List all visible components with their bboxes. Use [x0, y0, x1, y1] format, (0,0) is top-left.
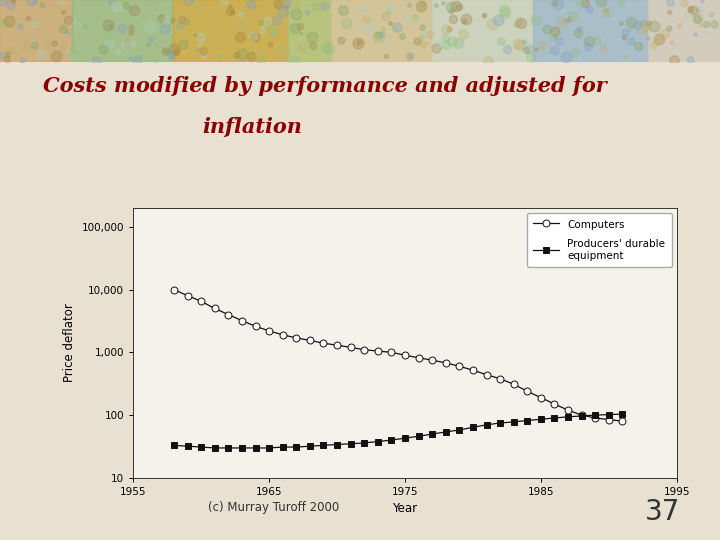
Producers' durable
equipment: [387, 437, 396, 443]
Bar: [72, 0, 173, 62]
Computers: [387, 349, 396, 355]
Producers' durable
equipment: [496, 420, 505, 426]
Producers' durable
equipment: [455, 427, 464, 433]
Producers' durable
equipment: [536, 416, 545, 422]
Computers: [482, 372, 491, 378]
Producers' durable
equipment: [333, 441, 341, 448]
Bar: [648, 0, 720, 62]
Bar: [173, 0, 288, 62]
Producers' durable
equipment: [577, 413, 586, 419]
Computers: [346, 344, 355, 350]
Producers' durable
equipment: [441, 429, 450, 435]
Bar: [288, 0, 331, 62]
Computers: [197, 298, 205, 305]
Text: 37: 37: [644, 498, 680, 526]
Producers' durable
equipment: [265, 445, 274, 451]
Computers: [360, 347, 369, 353]
Producers' durable
equipment: [428, 431, 436, 437]
Producers' durable
equipment: [197, 444, 205, 450]
Computers: [333, 342, 341, 348]
Computers: [469, 367, 477, 374]
Text: Costs modified by performance and adjusted for: Costs modified by performance and adjust…: [43, 76, 607, 96]
Producers' durable
equipment: [305, 443, 314, 449]
Computers: [428, 357, 436, 363]
Legend: Computers, Producers' durable
equipment: Computers, Producers' durable equipment: [527, 213, 672, 267]
Producers' durable
equipment: [224, 445, 233, 451]
Producers' durable
equipment: [360, 440, 369, 446]
Producers' durable
equipment: [319, 442, 328, 449]
Producers' durable
equipment: [618, 411, 626, 417]
Bar: [331, 0, 432, 62]
Computers: [224, 312, 233, 318]
Computers: [305, 337, 314, 343]
Producers' durable
equipment: [482, 422, 491, 428]
Bar: [533, 0, 648, 62]
Bar: [432, 0, 533, 62]
Computers: [564, 407, 572, 414]
Computers: [184, 293, 192, 299]
Computers: [292, 335, 300, 341]
Producers' durable
equipment: [279, 444, 287, 450]
Bar: [0, 0, 72, 62]
Computers: [251, 323, 260, 329]
Text: (c) Murray Turoff 2000: (c) Murray Turoff 2000: [208, 501, 339, 514]
Line: Producers' durable
equipment: Producers' durable equipment: [171, 411, 625, 451]
X-axis label: Year: Year: [392, 503, 418, 516]
Computers: [523, 388, 531, 395]
Producers' durable
equipment: [605, 411, 613, 418]
Computers: [170, 286, 179, 293]
Producers' durable
equipment: [238, 445, 246, 451]
Computers: [265, 328, 274, 334]
Computers: [210, 305, 219, 312]
Producers' durable
equipment: [400, 435, 409, 441]
Producers' durable
equipment: [510, 418, 518, 425]
Producers' durable
equipment: [591, 412, 600, 418]
Computers: [238, 318, 246, 324]
Producers' durable
equipment: [184, 443, 192, 449]
Producers' durable
equipment: [374, 438, 382, 445]
Computers: [400, 352, 409, 359]
Computers: [605, 416, 613, 423]
Computers: [536, 394, 545, 401]
Producers' durable
equipment: [170, 442, 179, 449]
Computers: [618, 418, 626, 424]
Y-axis label: Price deflator: Price deflator: [63, 303, 76, 382]
Computers: [441, 360, 450, 366]
Producers' durable
equipment: [210, 445, 219, 451]
Computers: [510, 381, 518, 388]
Computers: [496, 375, 505, 382]
Producers' durable
equipment: [292, 444, 300, 450]
Producers' durable
equipment: [251, 445, 260, 451]
Producers' durable
equipment: [550, 415, 559, 421]
Producers' durable
equipment: [469, 424, 477, 430]
Computers: [591, 415, 600, 421]
Producers' durable
equipment: [564, 414, 572, 420]
Computers: [455, 363, 464, 369]
Computers: [279, 332, 287, 338]
Line: Computers: Computers: [171, 286, 626, 424]
Producers' durable
equipment: [346, 441, 355, 447]
Producers' durable
equipment: [523, 417, 531, 424]
Text: inflation: inflation: [202, 117, 302, 137]
Computers: [577, 412, 586, 418]
Computers: [414, 355, 423, 361]
Computers: [550, 401, 559, 407]
Producers' durable
equipment: [414, 433, 423, 440]
Computers: [374, 348, 382, 354]
Computers: [319, 340, 328, 347]
